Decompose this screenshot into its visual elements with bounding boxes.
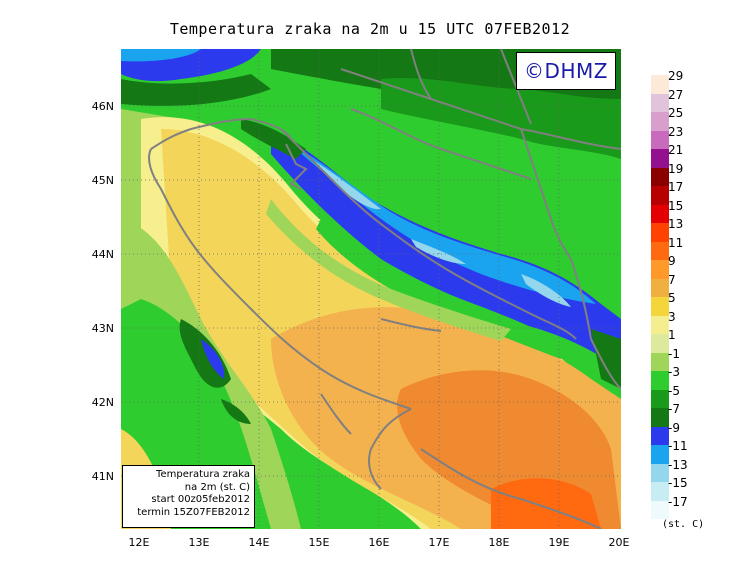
legend-level: 13: [668, 217, 684, 231]
legend-level: 11: [668, 235, 684, 250]
lat-label-44n: 44N: [91, 248, 114, 261]
legend-level: 29: [668, 69, 684, 83]
legend-level: 15: [668, 198, 684, 213]
legend-level: 9: [668, 254, 676, 268]
info-line-1: Temperatura zraka: [156, 469, 250, 480]
coastlines: [148, 49, 621, 529]
legend-swatch: [651, 223, 669, 242]
info-line-3: start 00z05feb2012: [151, 494, 250, 505]
legend-swatch: [651, 297, 669, 316]
info-box: Temperatura zraka na 2m (st. C) start 00…: [122, 465, 255, 528]
lat-label-45n: 45N: [91, 174, 114, 187]
legend-swatch: [651, 463, 669, 482]
legend-swatch: [651, 426, 669, 445]
temperature-field: [121, 49, 621, 529]
lon-label-18e: 18E: [488, 536, 510, 549]
grid-lines: [121, 49, 621, 529]
legend-swatch: [651, 315, 669, 334]
legend-level: -9: [668, 420, 680, 435]
dhmz-logo: ©DHMZ: [516, 52, 616, 90]
legend-level: -15: [668, 476, 688, 490]
legend-swatch: [651, 371, 669, 390]
chart-title: Temperatura zraka na 2m u 15 UTC 07FEB20…: [169, 20, 571, 38]
lon-label-15e: 15E: [308, 536, 330, 549]
lat-label-41n: 41N: [91, 470, 114, 483]
legend-swatch: [651, 93, 669, 112]
legend-level: 21: [668, 143, 684, 157]
lon-label-14e: 14E: [248, 536, 270, 549]
legend-swatch: [651, 482, 669, 501]
legend-level: -3: [668, 365, 680, 379]
legend-unit: (st. C): [662, 519, 705, 530]
lon-label-20e: 20E: [608, 536, 630, 549]
lat-label-43n: 43N: [91, 322, 114, 335]
legend-level: 5: [668, 291, 676, 305]
legend-swatch: [651, 167, 669, 186]
legend-level: 17: [668, 180, 684, 194]
legend-swatch: [651, 241, 669, 260]
legend-level: 1: [668, 328, 676, 342]
info-line-2: na 2m (st. C): [184, 481, 250, 493]
legend-level: -5: [668, 383, 680, 398]
legend-level: -11: [668, 439, 688, 453]
legend-level: -7: [668, 402, 680, 416]
legend-swatch: [651, 389, 669, 408]
temperature-map: [121, 49, 621, 529]
legend-level: -17: [668, 494, 688, 509]
legend-level: 27: [668, 87, 684, 102]
legend-level: 25: [668, 106, 684, 120]
legend-level: -1: [668, 346, 680, 361]
legend-swatch: [651, 500, 669, 519]
legend-swatch: [651, 186, 669, 205]
lon-label-19e: 19E: [548, 536, 570, 549]
lon-label-12e: 12E: [128, 536, 150, 549]
lon-label-16e: 16E: [368, 536, 390, 549]
lat-label-46n: 46N: [91, 100, 114, 113]
legend-swatch: [651, 408, 669, 427]
legend-swatch: [651, 260, 669, 279]
legend-swatch: [651, 112, 669, 131]
legend-swatch: [651, 130, 669, 149]
legend-swatch: [651, 204, 669, 223]
lon-label-13e: 13E: [188, 536, 210, 549]
legend-level: 7: [668, 272, 676, 287]
legend-level: -13: [668, 457, 688, 472]
lat-label-42n: 42N: [91, 396, 114, 409]
legend-level: 23: [668, 124, 684, 139]
info-line-4: termin 15Z07FEB2012: [137, 506, 250, 518]
legend-swatch: [651, 149, 669, 168]
legend-swatch: [651, 334, 669, 353]
legend-swatch: [651, 278, 669, 297]
legend-swatch: [651, 445, 669, 464]
legend-level: 3: [668, 309, 676, 324]
legend-swatch: [651, 352, 669, 371]
legend-swatch: [651, 75, 669, 94]
lon-label-17e: 17E: [428, 536, 450, 549]
legend-level: 19: [668, 161, 684, 176]
